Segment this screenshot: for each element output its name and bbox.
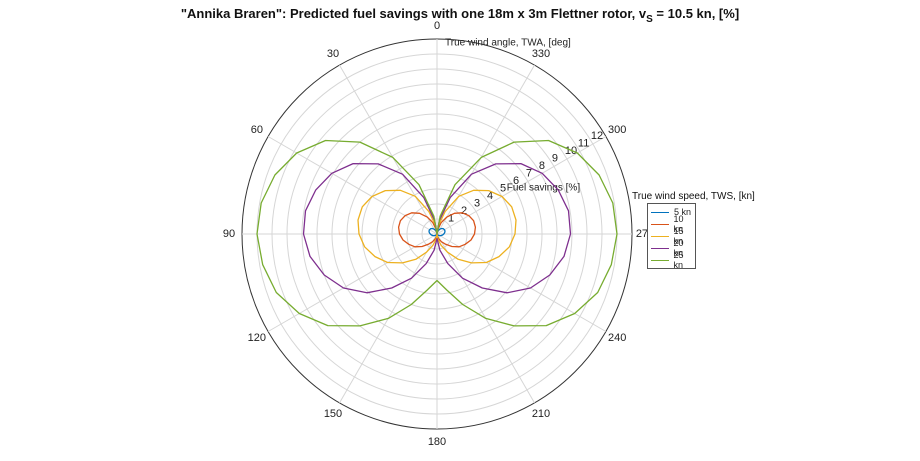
legend-swatch: [651, 223, 669, 225]
theta-tick-label: 210: [532, 408, 550, 420]
theta-axis-label: True wind angle, TWA, [deg]: [445, 38, 571, 49]
r-tick-label: 4: [487, 190, 493, 202]
theta-tick-label: 180: [428, 436, 446, 448]
r-tick-label: 5: [500, 183, 506, 195]
theta-tick-label: 60: [251, 124, 263, 136]
legend-title: True wind speed, TWS, [kn]: [632, 191, 755, 202]
grid-spoke: [267, 136, 438, 235]
r-tick-label: 8: [539, 160, 545, 172]
r-tick-label: 7: [526, 168, 532, 180]
legend-label: 5 kn: [674, 207, 692, 217]
polar-grid: [241, 38, 633, 430]
theta-tick-label: 150: [324, 408, 342, 420]
r-tick-label: 2: [461, 205, 467, 217]
theta-tick-label: 30: [327, 48, 339, 60]
grid-spoke: [436, 233, 607, 332]
legend-label: 25 kn: [673, 250, 684, 270]
r-axis-label: Fuel savings [%]: [507, 183, 581, 194]
chart-title-prefix: "Annika Braren": Predicted fuel savings …: [180, 6, 647, 21]
legend-label: 20 kn: [673, 238, 684, 258]
series-line-25-kn: [256, 139, 618, 327]
series-line-20-kn: [302, 162, 572, 294]
legend-swatch: [651, 211, 669, 213]
theta-tick-label: 300: [608, 124, 626, 136]
theta-tick-label: 90: [223, 228, 235, 240]
r-tick-label: 12: [591, 130, 603, 142]
grid-spoke: [267, 233, 438, 332]
theta-tick-label: 120: [248, 332, 266, 344]
legend-swatch: [651, 235, 669, 237]
legend-label: 10 kn: [673, 214, 684, 234]
legend-swatch: [651, 247, 669, 249]
legend-item: 10 kn: [648, 214, 695, 234]
theta-tick-label: 330: [532, 48, 550, 60]
legend-item: 20 kn: [648, 238, 695, 258]
legend-item: 15 kn: [648, 226, 695, 246]
grid-spoke: [339, 64, 438, 235]
chart-title-suffix: = 10.5 kn, [%]: [652, 6, 740, 21]
r-tick-label: 1: [448, 213, 454, 225]
r-tick-label: 10: [565, 145, 577, 157]
chart-title: "Annika Braren": Predicted fuel savings …: [0, 6, 920, 25]
legend-item: 5 kn: [648, 206, 695, 218]
chart-title-subscript: S: [646, 14, 653, 25]
theta-tick-label: 0: [434, 20, 440, 32]
r-tick-label: 9: [552, 153, 558, 165]
r-tick-label: 3: [474, 198, 480, 210]
series-group: [256, 139, 618, 327]
grid-spoke: [436, 64, 535, 235]
r-tick-label: 11: [578, 138, 589, 150]
theta-tick-label: 240: [608, 332, 626, 344]
legend-label: 15 kn: [673, 226, 684, 246]
legend-swatch: [651, 259, 669, 261]
legend-item: 25 kn: [648, 250, 695, 270]
r-tick-label: 6: [513, 175, 519, 187]
legend: 5 kn 10 kn 15 kn 20 kn 25 kn: [647, 203, 696, 270]
